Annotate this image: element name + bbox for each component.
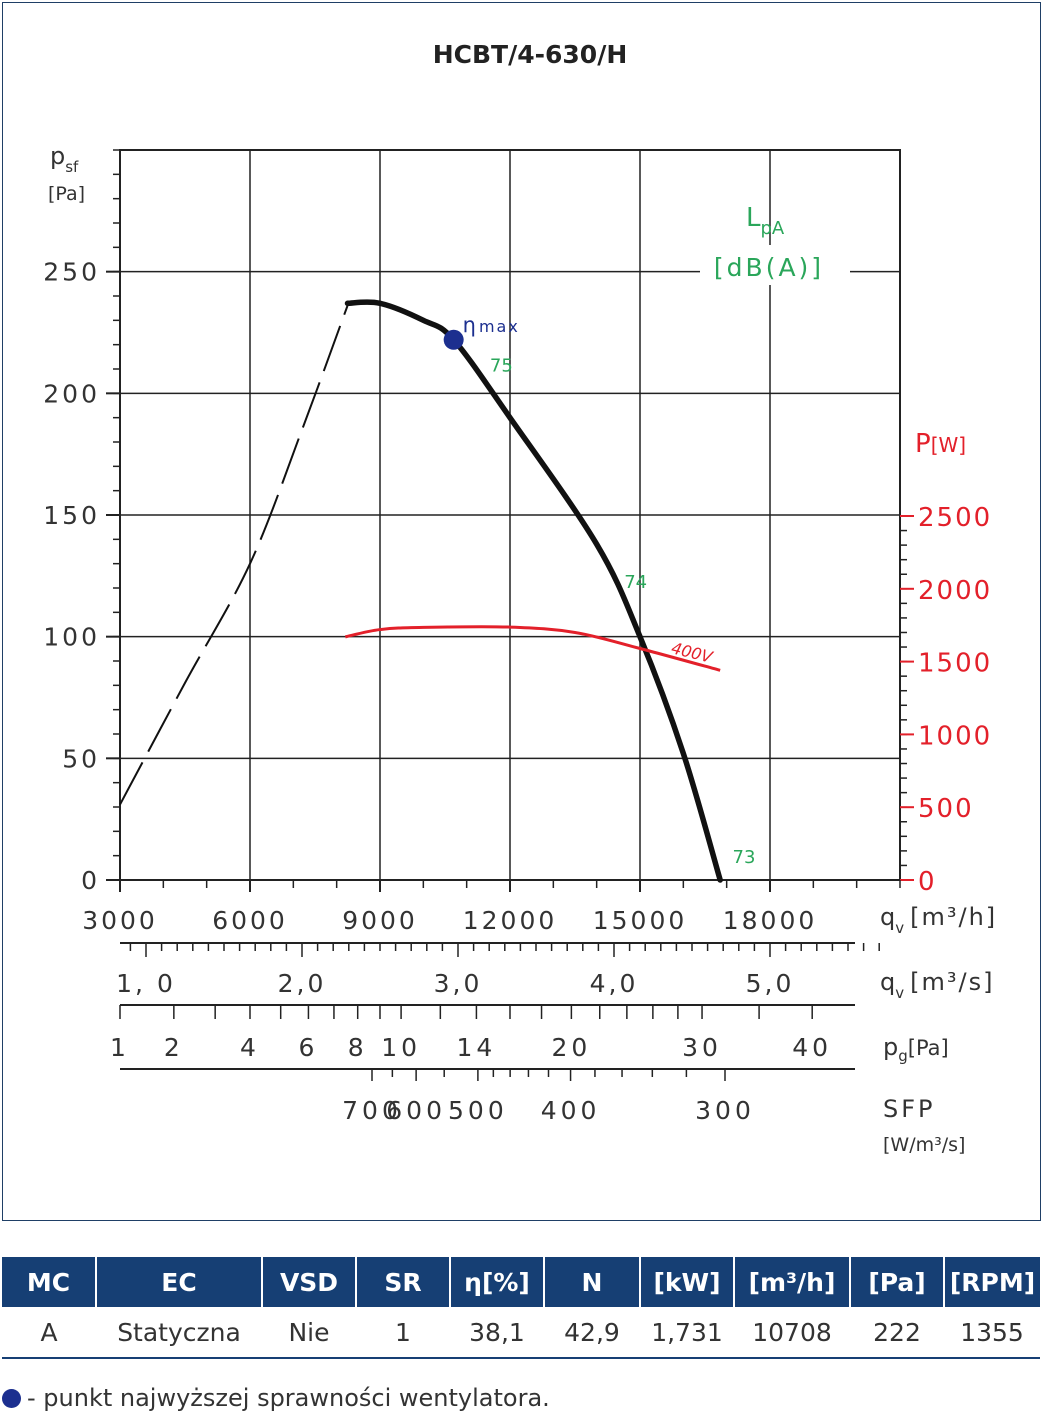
x-tick-label: 12000 <box>463 906 558 935</box>
power-curve <box>345 625 721 672</box>
x-axis-label: qv [m³/h] <box>880 903 997 937</box>
y-tick-label: 250 <box>43 258 100 287</box>
y-tick-label: 100 <box>43 623 100 652</box>
power-axis-ticks: 0 500 1000 1500 2000 2500 <box>900 503 992 897</box>
y-tick-label: 200 <box>43 379 100 408</box>
noise-value-label: 74 <box>624 572 647 593</box>
noise-value-label: 75 <box>490 355 513 376</box>
pressure-curve <box>344 299 723 883</box>
header-ec: EC <box>95 1257 262 1307</box>
scale-pg-tick-label: 30 <box>682 1033 722 1062</box>
scale-sfp-label: SFP <box>883 1095 936 1123</box>
scale-pg-tick-label: 4 <box>240 1033 260 1062</box>
cell-mc: A <box>2 1307 96 1359</box>
cell-ec: Statyczna <box>96 1307 262 1359</box>
scale-m3s-tick-label: 5,0 <box>746 969 795 998</box>
x-tick-label: 3000 <box>82 906 158 935</box>
cell-vsd: Nie <box>262 1307 356 1359</box>
scale-pg-label: pg[Pa] <box>883 1033 949 1065</box>
cell-sr: 1 <box>356 1307 450 1359</box>
x-tick-label: 15000 <box>593 906 688 935</box>
cell-eta: 38,1 <box>450 1307 544 1359</box>
scale-pg-tick-label: 2 <box>164 1033 184 1062</box>
scale-m3s-tick-label: 3,0 <box>434 969 483 998</box>
fan-performance-chart: HCBT/4-630/H psf [Pa] LpA [dB(A)] P[W] 0… <box>43 40 997 1156</box>
scale-sfp-tick-label: 500 <box>448 1096 508 1125</box>
power-tick-label: 2500 <box>918 503 992 533</box>
scale-pg: 1 2 4 6 8 10 14 20 30 40 <box>110 1004 855 1062</box>
chart-frame <box>2 2 1041 1221</box>
power-tick-label: 500 <box>918 794 974 824</box>
header-sr: SR <box>355 1257 450 1307</box>
header-vsd: VSD <box>261 1257 356 1307</box>
cell-pa: 222 <box>850 1307 944 1359</box>
y-tick-label: 50 <box>62 744 100 773</box>
header-m3h: [m³/h] <box>733 1257 850 1307</box>
table-header-row: MC EC VSD SR η[%] N [kW] [m³/h] [Pa] [RP… <box>2 1257 1040 1307</box>
scale-m3s-label: qv [m³/s] <box>880 968 994 1002</box>
header-pa: [Pa] <box>849 1257 944 1307</box>
cell-m3h: 10708 <box>734 1307 850 1359</box>
y-axis-unit: [Pa] <box>48 183 85 205</box>
header-rpm: [RPM] <box>943 1257 1040 1307</box>
power-tick-label: 2000 <box>918 576 992 606</box>
footnote-text: - punkt najwyższej sprawności wentylator… <box>27 1384 550 1412</box>
scale-m3s-tick-label: 2,0 <box>278 969 327 998</box>
x-tick-label: 9000 <box>342 906 418 935</box>
y-axis-ticks: 0 50 100 150 200 250 <box>43 149 120 895</box>
y-tick-label: 0 <box>81 866 100 895</box>
y-axis-label: psf <box>50 142 79 176</box>
scale-sfp-tick-label: 400 <box>541 1096 601 1125</box>
scale-pg-tick-label: 14 <box>457 1033 497 1062</box>
scale-m3s-tick-label: 4,0 <box>590 969 639 998</box>
x-axis-ticks: 3000 6000 9000 12000 15000 18000 <box>82 880 901 935</box>
scale-pg-tick-label: 1 <box>110 1033 130 1062</box>
scale-pg-tick-label: 40 <box>792 1033 832 1062</box>
header-n: N <box>543 1257 640 1307</box>
scale-pg-tick-label: 10 <box>381 1033 421 1062</box>
scale-sfp-tick-label: 300 <box>695 1096 755 1125</box>
eta-max-point <box>443 329 464 350</box>
parameters-table: MC EC VSD SR η[%] N [kW] [m³/h] [Pa] [RP… <box>2 1257 1040 1359</box>
y-tick-label: 150 <box>43 501 100 530</box>
scale-m3s: 1, 0 2,0 3,0 4,0 5,0 <box>116 942 880 998</box>
table-row: A Statyczna Nie 1 38,1 42,9 1,731 10708 … <box>2 1307 1040 1359</box>
header-eta: η[%] <box>449 1257 544 1307</box>
noise-label: LpA <box>746 203 785 239</box>
eta-max-label: η max <box>463 313 520 337</box>
eta-max-legend-icon <box>2 1389 21 1408</box>
scale-m3s-tick-label: 1, 0 <box>116 969 176 998</box>
chart-title: HCBT/4-630/H <box>433 40 628 69</box>
cell-rpm: 1355 <box>944 1307 1040 1359</box>
scale-sfp-tick-label: 700 <box>342 1096 402 1125</box>
cell-n: 42,9 <box>544 1307 640 1359</box>
power-tick-label: 0 <box>918 867 937 897</box>
footnote: - punkt najwyższej sprawności wentylator… <box>2 1384 550 1412</box>
x-tick-label: 6000 <box>212 906 288 935</box>
scale-pg-tick-label: 8 <box>348 1033 368 1062</box>
cell-kw: 1,731 <box>640 1307 734 1359</box>
power-tick-label: 1500 <box>918 649 992 679</box>
header-mc: MC <box>2 1257 96 1307</box>
noise-value-label: 73 <box>733 847 756 868</box>
scale-pg-tick-label: 6 <box>298 1033 318 1062</box>
pressure-curve-unstable <box>119 305 349 806</box>
scale-sfp-unit: [W/m³/s] <box>883 1134 965 1156</box>
noise-unit: [dB(A)] <box>714 253 824 282</box>
grid <box>119 149 901 881</box>
power-tick-label: 1000 <box>918 721 992 751</box>
header-kw: [kW] <box>639 1257 734 1307</box>
x-tick-label: 18000 <box>723 906 818 935</box>
scale-sfp-tick-label: 600 <box>386 1096 446 1125</box>
scale-pg-tick-label: 20 <box>551 1033 591 1062</box>
power-axis-label: P[W] <box>915 429 966 459</box>
